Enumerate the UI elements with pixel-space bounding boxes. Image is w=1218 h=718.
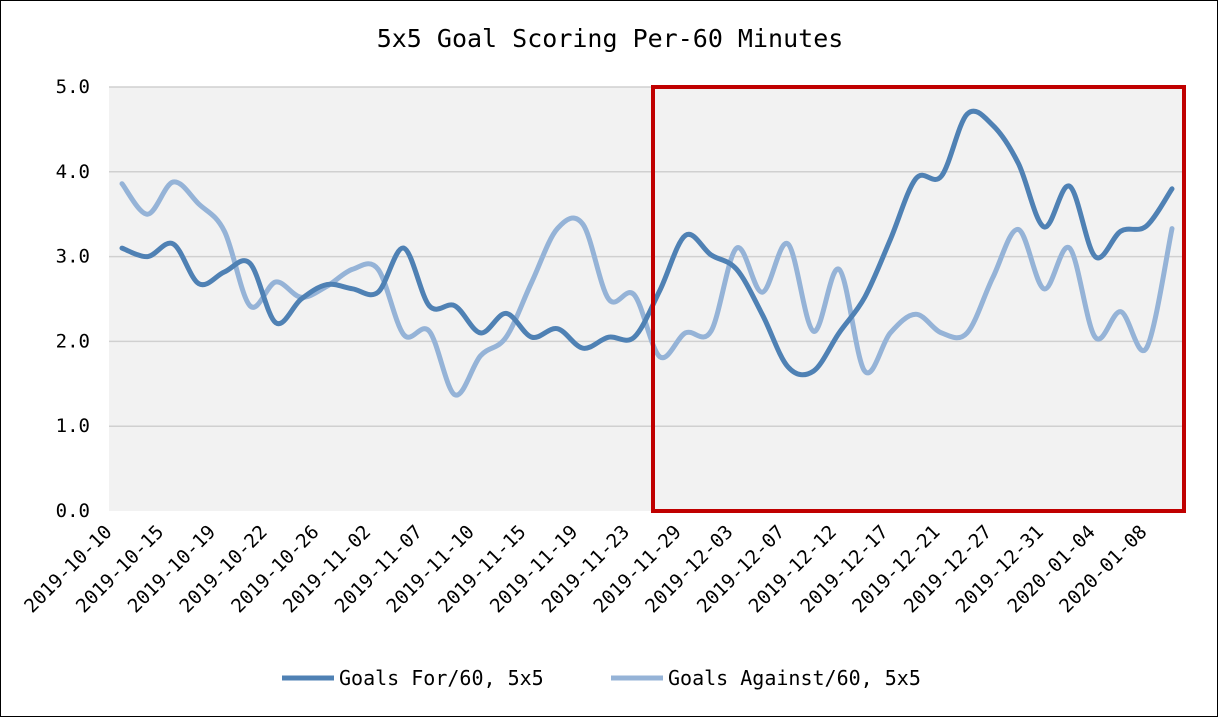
annotation-group	[651, 85, 1186, 513]
y-tick-label-0: 0.0	[56, 500, 90, 522]
y-tick-label-2: 2.0	[56, 330, 90, 352]
y-tick-label-1: 1.0	[56, 415, 90, 437]
x-tick-label-0: 2019-10-10	[20, 521, 116, 617]
legend-label-0: Goals For/60, 5x5	[339, 666, 544, 690]
legend-label-1: Goals Against/60, 5x5	[668, 666, 921, 690]
grid-lines	[109, 86, 1185, 427]
y-tick-label-4: 4.0	[56, 161, 90, 183]
y-tick-label-5: 5.0	[56, 76, 90, 98]
chart-title: 5x5 Goal Scoring Per-60 Minutes	[377, 24, 844, 53]
legend: Goals For/60, 5x5 Goals Against/60, 5x5	[282, 666, 921, 690]
y-axis: 0.0 1.0 2.0 3.0 4.0 5.0	[56, 76, 90, 522]
x-axis: 2019-10-102019-10-152019-10-192019-10-22…	[20, 521, 1151, 617]
y-tick-label-3: 3.0	[56, 246, 90, 268]
highlight-box-0	[651, 85, 1186, 513]
plot-area	[109, 87, 1185, 511]
